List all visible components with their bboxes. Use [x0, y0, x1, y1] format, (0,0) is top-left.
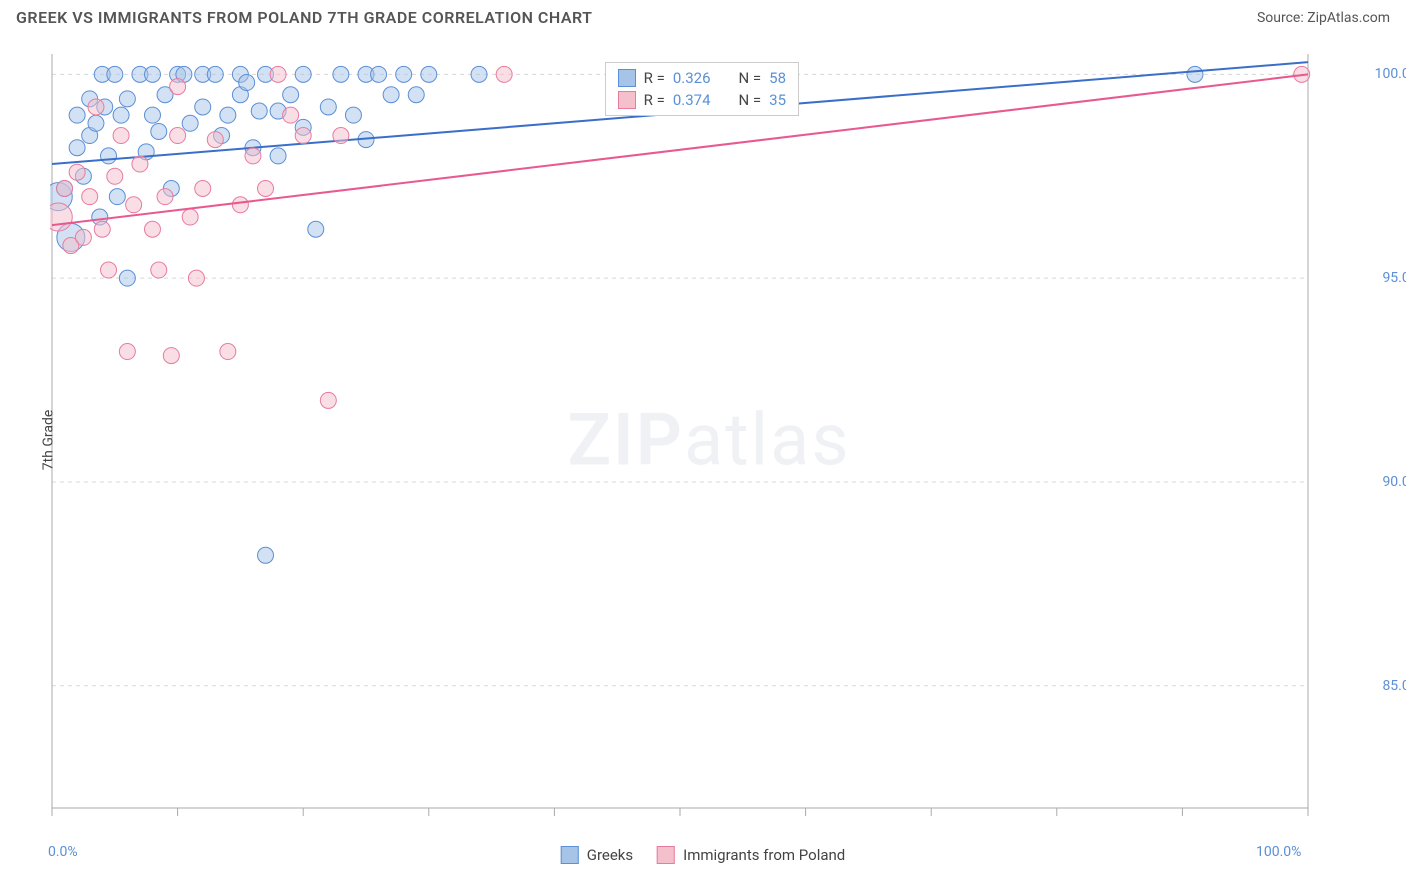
series-legend: Greeks Immigrants from Poland	[561, 846, 846, 864]
legend-item-poland: Immigrants from Poland	[657, 846, 845, 864]
scatter-chart	[50, 48, 1368, 832]
swatch-poland-bottom	[657, 846, 675, 864]
y-tick-label: 95.0%	[1382, 270, 1406, 286]
correlation-legend: R = 0.326 N = 58 R = 0.374 N = 35	[605, 62, 799, 116]
x-tick-label: 100.0%	[1256, 844, 1301, 860]
legend-item-greeks: Greeks	[561, 846, 633, 864]
y-axis-label: 7th Grade	[40, 410, 56, 471]
chart-area: ZIPatlas 7th Grade R = 0.326 N = 58 R = …	[50, 48, 1368, 832]
chart-title: GREEK VS IMMIGRANTS FROM POLAND 7TH GRAD…	[16, 8, 593, 27]
legend-row-greeks: R = 0.326 N = 58	[614, 67, 790, 89]
x-tick-label: 0.0%	[48, 844, 78, 860]
source-label: Source: ZipAtlas.com	[1257, 10, 1390, 26]
y-tick-label: 90.0%	[1382, 474, 1406, 490]
y-tick-label: 100.0%	[1375, 66, 1406, 82]
y-tick-label: 85.0%	[1382, 678, 1406, 694]
swatch-greeks	[618, 69, 636, 87]
swatch-greeks-bottom	[561, 846, 579, 864]
legend-row-poland: R = 0.374 N = 35	[614, 89, 790, 111]
swatch-poland	[618, 91, 636, 109]
